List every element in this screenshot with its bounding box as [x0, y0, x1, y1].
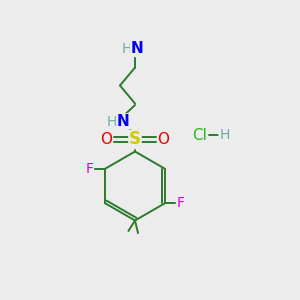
Text: H: H	[219, 128, 230, 142]
Text: N: N	[117, 114, 129, 129]
Text: S: S	[129, 130, 141, 148]
Text: Cl: Cl	[192, 128, 207, 142]
Text: H: H	[122, 42, 132, 56]
Text: N: N	[131, 41, 143, 56]
Text: O: O	[100, 132, 112, 147]
Text: O: O	[158, 132, 169, 147]
Text: F: F	[176, 196, 184, 210]
Text: F: F	[85, 162, 94, 176]
Text: H: H	[106, 115, 117, 128]
